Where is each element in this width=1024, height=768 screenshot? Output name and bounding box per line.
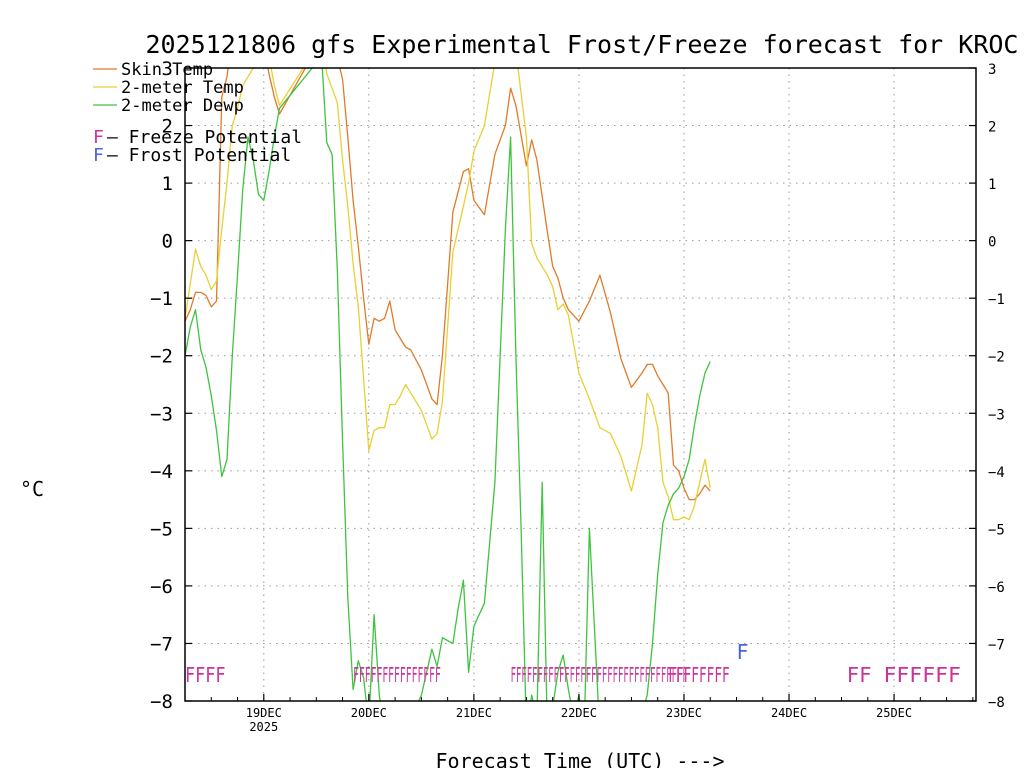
legend-potential-label: – Freeze Potential [107,127,302,148]
axis-ticks: −8 −8 −7 −7 −6 −6 −5 −5 −4 −4 −3 −3 −2 −2 −1 −1 0 0 1 1 2 2 3 3… [150,58,1005,734]
y-tick-label-left: 3 [162,58,173,80]
y-tick-label-right: 1 [988,177,996,193]
legend-entry: Skin Temp [121,60,213,80]
grid-lines [185,68,976,701]
y-tick-label-right: −1 [988,292,1005,308]
y-tick-label-left: 2 [162,116,173,138]
potential-markers: FFFF FFFFFFFFFFFFFFF FFFFFFFFFFFFFFFFFFFFF… [185,640,961,687]
y-tick-label-right: 0 [988,235,996,251]
y-tick-label-left: −6 [150,576,173,598]
y-tick-label-right: −7 [988,637,1005,653]
series-line-skin-temp [185,68,711,501]
x-tick-label: 19DEC [246,706,282,720]
y-tick-label-left: −1 [150,288,173,310]
x-tick-label: 21DEC [456,706,492,720]
y-tick-label-right: −8 [988,695,1005,711]
legend-entry: 2-meter Dewp [121,96,244,116]
series-lines [185,68,711,701]
y-tick-label-left: −7 [150,633,173,655]
x-tick-label: 24DEC [771,706,807,720]
y-tick-label-left: −2 [150,346,173,368]
legend-entry: 2-meter Temp [121,78,244,98]
x-tick-label: 20DEC [351,706,387,720]
x-tick-label: 25DEC [876,706,912,720]
y-tick-label-right: −5 [988,522,1005,538]
series-line-2-meter-dewp [185,68,711,701]
y-tick-label-left: 1 [162,173,173,195]
y-tick-label-right: 2 [988,120,996,136]
y-tick-label-right: −3 [988,407,1005,423]
x-year-label: 2025 [249,720,278,734]
y-tick-label-left: −4 [150,461,173,483]
series-line-2-meter-temp [185,68,711,521]
y-tick-label-right: −6 [988,580,1005,596]
legend-potential-symbol: F [93,145,104,166]
x-axis-label: Forecast Time (UTC) ---> [436,749,725,768]
freeze-potential-marker: FFFFFF [884,663,961,687]
x-tick-label: 22DEC [561,706,597,720]
freeze-potential-marker: FFFFFFFF [668,663,730,687]
freeze-potential-marker: FFFFFFFFFFFFFFF [353,663,441,687]
plot-frame [184,67,977,702]
legend-potential-symbol: F [93,127,104,148]
y-tick-label-right: −4 [988,465,1005,481]
freeze-potential-marker: FFFF [185,663,226,687]
x-tick-label: 23DEC [666,706,702,720]
chart-title: 2025121806 gfs Experimental Frost/Freeze… [146,30,1019,59]
y-tick-label-left: −3 [150,403,173,425]
frost-potential-marker: F [736,640,748,664]
legend-potential-label: – Frost Potential [107,145,291,166]
y-tick-label-left: −8 [150,691,173,713]
y-tick-label-left: −5 [150,518,173,540]
y-tick-label-left: 0 [162,231,173,253]
y-tick-label-right: 3 [988,62,996,78]
freeze-potential-marker: FF [847,663,872,687]
freeze-potential-marker: FFFFFFFFFFFFFFFFFFFFFFFFFFFFFFFFF [511,663,688,687]
y-axis-label: °C [20,477,44,501]
y-tick-label-right: −2 [988,350,1005,366]
